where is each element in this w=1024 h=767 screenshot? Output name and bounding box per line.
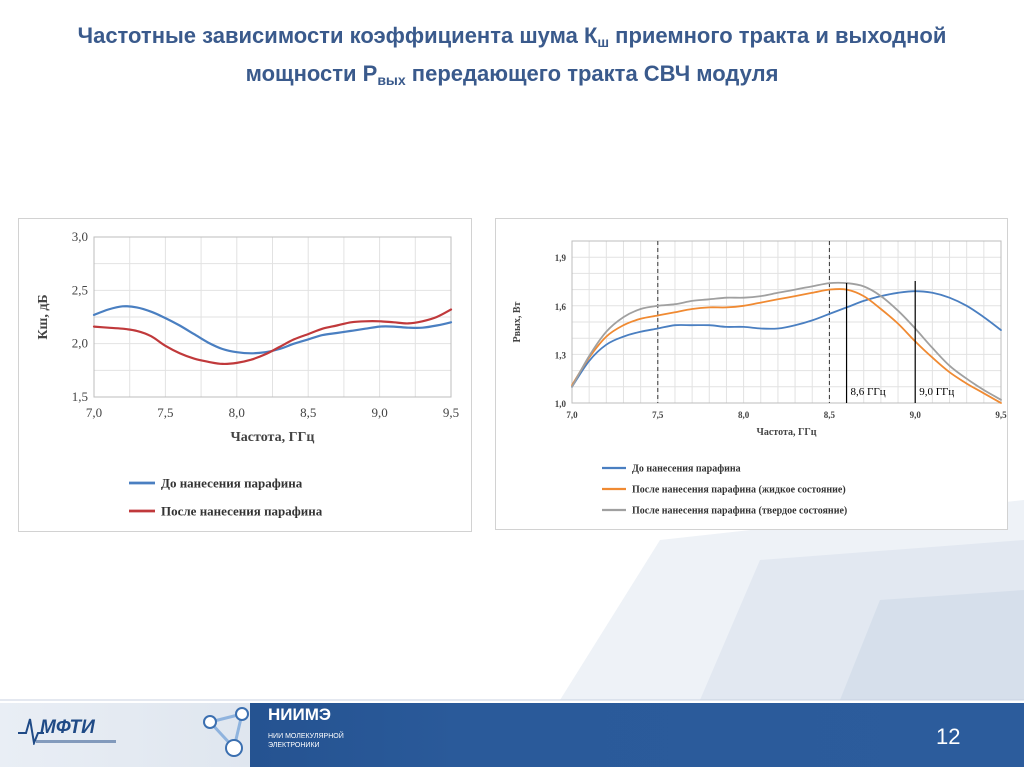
title-line-1-text-end: приемного тракта и выходной xyxy=(609,23,947,48)
frequency-marker-label: 8,6 ГГц xyxy=(851,386,886,398)
y-tick-label: 1,5 xyxy=(72,389,88,404)
x-tick-label: 8,0 xyxy=(229,405,245,420)
title-line-2: мощности Рвых передающего тракта СВЧ мод… xyxy=(0,58,1024,96)
plot-area-frame xyxy=(93,236,452,398)
y-tick-label: 3,0 xyxy=(72,229,88,244)
output-power-chart: 7,0 7,5 8,0 8,5 9,0 9,5 1,0 1,3 1,6 1,9 Частота, Г… xyxy=(512,240,1007,516)
y-axis-label: Рвых, Вт xyxy=(512,301,523,342)
y-tick-label: 1,9 xyxy=(555,253,567,263)
x-tick-label: 7,5 xyxy=(652,410,664,420)
output-power-chart-panel: 7,0 7,5 8,0 8,5 9,0 9,5 1,0 1,3 1,6 1,9 Частота, Г… xyxy=(495,218,1008,530)
x-tick-label: 7,5 xyxy=(157,405,173,420)
niime-molecule-icon xyxy=(203,707,249,757)
frequency-marker-label: 9,0 ГГц xyxy=(919,386,954,398)
title-line-2-text: мощности Р xyxy=(245,61,378,86)
x-tick-label: 9,5 xyxy=(995,410,1007,420)
title-line-2-subscript: вых xyxy=(377,72,406,88)
legend-label-1: До нанесения парафина xyxy=(632,463,741,474)
x-tick-label: 9,0 xyxy=(371,405,387,420)
page-number: 12 xyxy=(936,724,961,749)
series-line-1 xyxy=(571,290,1002,388)
niime-subtitle: НИИ МОЛЕКУЛЯРНОЙ ЭЛЕКТРОНИКИ xyxy=(268,733,344,749)
legend-label-2: После нанесения парафина xyxy=(161,503,323,518)
x-tick-label: 7,0 xyxy=(566,410,578,420)
x-tick-label: 9,5 xyxy=(443,405,459,420)
mfti-logo-text: МФТИ xyxy=(40,717,95,738)
noise-figure-chart-panel: 7,0 7,5 8,0 8,5 9,0 9,5 1,5 2,0 2,5 3,0 Частота, Г… xyxy=(18,218,472,532)
y-tick-label: 2,0 xyxy=(72,336,88,351)
title-line-1-subscript: ш xyxy=(597,34,610,50)
mfti-logo-underline xyxy=(36,740,116,743)
y-axis-label: Кш, дБ xyxy=(36,294,51,339)
series-line-3 xyxy=(571,281,1002,401)
y-tick-label: 2,5 xyxy=(72,282,88,297)
slide-title: Частотные зависимости коэффициента шума … xyxy=(0,20,1024,96)
title-line-1: Частотные зависимости коэффициента шума … xyxy=(0,20,1024,58)
x-axis-label: Частота, ГГц xyxy=(231,430,315,445)
y-tick-label: 1,0 xyxy=(555,399,567,409)
x-tick-label: 8,5 xyxy=(300,405,316,420)
x-tick-label: 8,5 xyxy=(824,410,836,420)
noise-figure-chart: 7,0 7,5 8,0 8,5 9,0 9,5 1,5 2,0 2,5 3,0 Частота, Г… xyxy=(36,229,459,518)
legend-label-1: До нанесения парафина xyxy=(161,475,303,490)
series-line-2 xyxy=(92,308,453,366)
footer-logo-area xyxy=(0,703,250,767)
niime-title: НИИМЭ xyxy=(268,705,331,724)
plot-area-frame xyxy=(571,240,1002,404)
series-line-2 xyxy=(571,288,1002,404)
x-tick-label: 8,0 xyxy=(738,410,750,420)
legend-label-3: После нанесения парафина (твердое состоя… xyxy=(632,505,847,516)
x-tick-label: 7,0 xyxy=(86,405,102,420)
title-line-2-text-end: передающего тракта СВЧ модуля xyxy=(405,61,779,86)
x-axis-label: Частота, ГГц xyxy=(757,427,817,438)
mfti-wave-icon xyxy=(18,718,44,745)
title-line-1-text: Частотные зависимости коэффициента шума … xyxy=(77,23,598,48)
y-tick-label: 1,6 xyxy=(555,302,567,312)
y-tick-label: 1,3 xyxy=(555,350,567,360)
x-tick-label: 9,0 xyxy=(910,410,922,420)
legend-label-2: После нанесения парафина (жидкое состоян… xyxy=(632,484,846,495)
